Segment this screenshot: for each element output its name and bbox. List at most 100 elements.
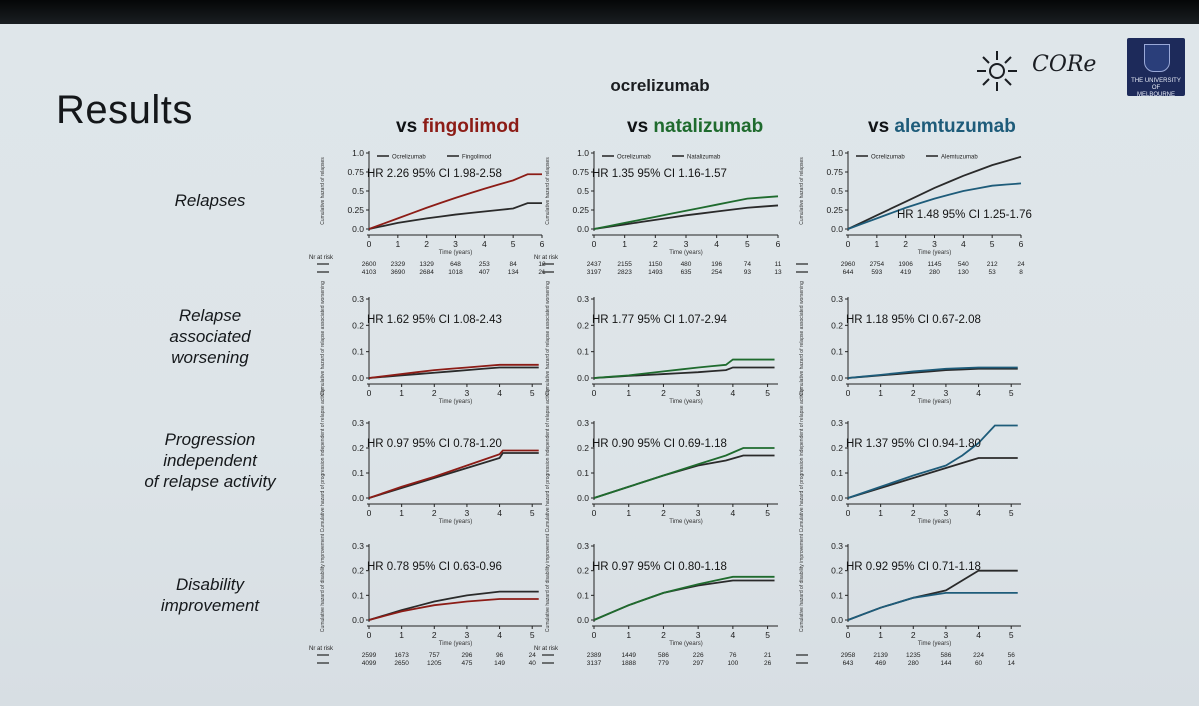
y-tick-label: 0.1 xyxy=(352,590,364,600)
x-tick-label: 5 xyxy=(765,630,770,640)
x-tick-label: 1 xyxy=(399,388,404,398)
risk-count: 648 xyxy=(450,261,461,268)
x-tick-label: 4 xyxy=(482,239,487,249)
risk-count: 2155 xyxy=(617,261,632,268)
risk-count: 407 xyxy=(479,269,490,276)
x-tick-label: 2 xyxy=(661,388,666,398)
series-line xyxy=(368,366,539,379)
risk-count: 280 xyxy=(929,269,940,276)
x-tick-label: 6 xyxy=(1019,239,1024,249)
risk-count: 1145 xyxy=(928,261,942,268)
risk-count: 757 xyxy=(429,652,440,659)
x-tick-label: 5 xyxy=(1009,630,1014,640)
x-tick-label: 1 xyxy=(626,508,631,518)
y-axis-title: Cumulative hazard of relapses xyxy=(545,157,551,225)
risk-count: 4103 xyxy=(362,269,377,276)
risk-count: 1205 xyxy=(427,660,442,667)
x-tick-label: 5 xyxy=(765,508,770,518)
risk-count: 2960 xyxy=(841,261,856,268)
risk-count: 21 xyxy=(764,652,772,659)
x-axis-title: Time (years) xyxy=(918,399,951,405)
x-tick-label: 1 xyxy=(626,630,631,640)
x-tick-label: 4 xyxy=(497,508,502,518)
x-tick-label: 0 xyxy=(846,239,851,249)
risk-count: 24 xyxy=(529,652,537,659)
risk-count: 480 xyxy=(681,261,692,268)
series-line xyxy=(847,182,1022,230)
y-axis-title: Cumulative hazard of relapses xyxy=(799,157,805,225)
x-tick-label: 1 xyxy=(878,630,883,640)
y-tick-label: 0.0 xyxy=(352,224,364,234)
y-tick-label: 0.2 xyxy=(577,566,589,576)
series-line xyxy=(368,363,539,379)
x-axis-title: Time (years) xyxy=(439,519,472,525)
y-tick-label: 0.2 xyxy=(577,320,589,330)
x-tick-label: 3 xyxy=(944,508,949,518)
series-line xyxy=(847,457,1018,499)
x-tick-label: 5 xyxy=(530,508,535,518)
y-tick-label: 0.75 xyxy=(826,167,843,177)
risk-count: 100 xyxy=(727,660,738,667)
y-tick-label: 0.1 xyxy=(831,347,843,357)
risk-count: 469 xyxy=(875,660,886,667)
x-axis-title: Time (years) xyxy=(669,641,702,647)
y-tick-label: 0.0 xyxy=(352,493,364,503)
x-tick-label: 4 xyxy=(976,630,981,640)
x-axis-title: Time (years) xyxy=(439,399,472,405)
hazard-ratio-annotation: HR 2.26 95% CI 1.98-2.58 xyxy=(367,168,502,180)
y-axis-title: Cumulative hazard of progression indepen… xyxy=(799,388,805,532)
hazard-ratio-annotation: HR 1.35 95% CI 1.16-1.57 xyxy=(592,168,727,180)
risk-count: 419 xyxy=(900,269,911,276)
y-tick-label: 0.3 xyxy=(831,418,843,428)
row-label-line: Relapse xyxy=(178,306,242,325)
risk-count: 1906 xyxy=(898,261,913,268)
y-tick-label: 0.5 xyxy=(577,186,589,196)
x-tick-label: 3 xyxy=(465,508,470,518)
x-tick-label: 0 xyxy=(367,630,372,640)
risk-count: 2958 xyxy=(841,652,856,659)
x-tick-label: 2 xyxy=(911,388,916,398)
y-axis-title: Cumulative hazard of disability improvem… xyxy=(320,533,326,632)
risk-count: 2650 xyxy=(394,660,409,667)
x-tick-label: 3 xyxy=(465,630,470,640)
x-tick-label: 5 xyxy=(765,388,770,398)
series-line xyxy=(847,366,1018,379)
y-tick-label: 0.1 xyxy=(352,347,364,357)
x-tick-label: 3 xyxy=(696,388,701,398)
x-tick-label: 0 xyxy=(846,388,851,398)
y-axis-title: Cumulative hazard of progression indepen… xyxy=(545,388,551,532)
x-tick-label: 2 xyxy=(911,508,916,518)
series-line xyxy=(847,424,1018,499)
vs-label: vs xyxy=(396,116,418,137)
y-tick-label: 0.3 xyxy=(577,294,589,304)
y-tick-label: 0.1 xyxy=(831,590,843,600)
risk-count: 53 xyxy=(989,269,997,276)
column-header-natalizumab: vs natalizumab xyxy=(627,116,763,138)
y-tick-label: 1.0 xyxy=(352,148,364,158)
y-tick-label: 0.5 xyxy=(352,186,364,196)
risk-count: 134 xyxy=(508,269,519,276)
y-tick-label: 0.0 xyxy=(577,615,589,625)
series-line xyxy=(847,591,1018,621)
y-tick-label: 0.2 xyxy=(352,320,364,330)
row-label-line: improvement xyxy=(160,596,260,615)
x-tick-label: 1 xyxy=(878,388,883,398)
x-tick-label: 1 xyxy=(874,239,879,249)
y-tick-label: 0.1 xyxy=(577,347,589,357)
y-tick-label: 0.0 xyxy=(577,373,589,383)
comparator-name: natalizumab xyxy=(653,116,764,137)
university-name-line: MELBOURNE xyxy=(1136,92,1175,98)
risk-table-label: Nr at risk xyxy=(534,646,559,652)
risk-count: 11 xyxy=(775,261,782,268)
km-plot-2-0: 0.0 0.1 0.2 0.3 0 1 2 3 4 5 Time (years) Cumulative… xyxy=(320,388,542,532)
y-tick-label: 0.2 xyxy=(577,443,589,453)
risk-count: 779 xyxy=(658,660,669,667)
x-axis-title: Time (years) xyxy=(669,399,702,405)
y-tick-label: 0.2 xyxy=(352,566,364,576)
risk-count: 2329 xyxy=(391,261,406,268)
hazard-ratio-annotation: HR 0.78 95% CI 0.63-0.96 xyxy=(367,561,502,573)
university-name-line: THE UNIVERSITY OF xyxy=(1131,78,1181,91)
risk-count: 196 xyxy=(711,261,722,268)
university-name: THE UNIVERSITY OF MELBOURNE xyxy=(1127,78,1185,99)
series-line xyxy=(593,447,775,499)
